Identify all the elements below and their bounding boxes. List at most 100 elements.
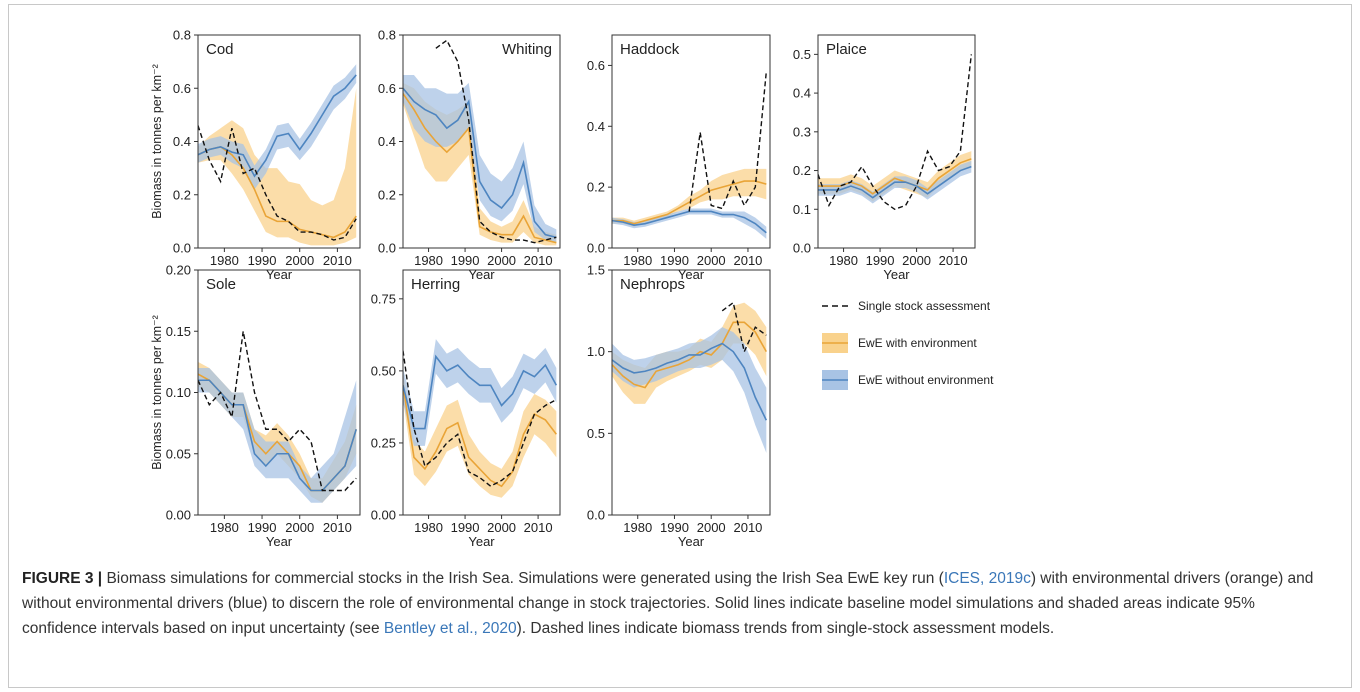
y-tick-label: 0.4	[173, 134, 191, 149]
y-tick-label: 0.8	[173, 28, 191, 43]
panel: 0.0 0.2 0.4 0.6 0.8 1980 1990 2000 2010 Year Bioma…	[150, 28, 361, 282]
confidence-band	[403, 74, 557, 243]
plot-frame	[611, 269, 771, 516]
caption: FIGURE 3 | Biomass simulations for comme…	[22, 566, 1332, 641]
y-tick-label: 0.0	[587, 508, 605, 523]
y-tick-label: 0.10	[166, 385, 191, 400]
x-tick-label: 1980	[414, 520, 443, 535]
y-tick-label: 0.4	[378, 134, 396, 149]
assessment-line	[818, 54, 973, 211]
y-tick-label: 0.0	[793, 241, 811, 256]
x-tick-label: 1980	[210, 253, 239, 268]
simulation-line	[403, 87, 557, 239]
y-tick-label: 0.8	[378, 28, 396, 43]
y-tick-label: 0.00	[371, 508, 396, 523]
panel: 0.0 0.2 0.4 0.6 1980 1990 2000 2010 Year Haddock	[587, 34, 771, 282]
citation-link[interactable]: Bentley et al., 2020	[383, 620, 517, 637]
panel-title: Sole	[206, 276, 236, 293]
x-tick-label: 1990	[451, 520, 480, 535]
assessment-line	[198, 331, 357, 492]
x-tick-label: 2010	[323, 253, 352, 268]
x-tick-label: 1990	[248, 520, 277, 535]
simulation-line	[403, 354, 558, 430]
panel: 0.00 0.05 0.10 0.15 0.20 1980 1990 2000 2010 Year…	[150, 263, 361, 549]
y-tick-label: 0.5	[793, 47, 811, 62]
simulation-line	[403, 93, 557, 244]
y-tick-label: 0.25	[371, 435, 396, 450]
x-tick-label: 1980	[829, 253, 858, 268]
panel: 0.00 0.25 0.50 0.75 1980 1990 2000 2010 Year Herr…	[371, 269, 561, 549]
y-tick-label: 0.2	[793, 163, 811, 178]
caption-text: Biomass simulations for commercial stock…	[102, 570, 944, 587]
y-tick-label: 0.0	[587, 241, 605, 256]
confidence-band	[403, 339, 557, 446]
simulation-line	[612, 180, 767, 225]
confidence-band	[198, 368, 357, 503]
legend-label: EwE with environment	[858, 336, 977, 350]
simulation-line	[198, 145, 357, 239]
plot-area	[198, 331, 357, 503]
x-tick-label: 1980	[623, 520, 652, 535]
confidence-band	[198, 88, 357, 246]
x-tick-label: 1990	[451, 253, 480, 268]
x-axis-label: Year	[883, 267, 910, 282]
plot-area	[612, 301, 768, 453]
simulation-line	[818, 165, 972, 199]
panel-title: Whiting	[502, 41, 552, 58]
y-tick-label: 0.5	[587, 426, 605, 441]
y-tick-label: 0.0	[173, 241, 191, 256]
x-tick-label: 1990	[660, 253, 689, 268]
confidence-band	[612, 208, 767, 239]
confidence-band	[612, 327, 767, 453]
x-tick-label: 2010	[323, 520, 352, 535]
x-tick-label: 2010	[733, 253, 762, 268]
panel-title: Haddock	[620, 41, 680, 58]
panel-title: Herring	[411, 276, 460, 293]
y-tick-label: 0.2	[173, 187, 191, 202]
y-tick-label: 0.0	[378, 241, 396, 256]
y-axis-label: Biomass in tonnes per km⁻²	[150, 315, 164, 470]
panel: 0.0 0.2 0.4 0.6 0.8 1980 1990 2000 2010 Year Whiti…	[378, 28, 561, 282]
panel: 0.0 0.1 0.2 0.3 0.4 0.5 1980 1990 2000 2010 Year Pl…	[793, 34, 976, 282]
legend-label: Single stock assessment	[858, 299, 991, 313]
y-axis-label: Biomass in tonnes per km⁻²	[150, 64, 164, 219]
y-tick-label: 0.50	[371, 363, 396, 378]
x-tick-label: 1990	[660, 520, 689, 535]
assessment-line	[721, 301, 767, 354]
x-tick-label: 2010	[524, 253, 553, 268]
plot-frame	[611, 34, 771, 249]
plot-area	[403, 339, 558, 498]
y-tick-label: 0.15	[166, 324, 191, 339]
plot-area	[612, 71, 768, 239]
x-axis-label: Year	[468, 534, 495, 549]
x-tick-label: 2000	[697, 253, 726, 268]
x-axis-label: Year	[678, 534, 705, 549]
x-tick-label: 2000	[697, 520, 726, 535]
x-tick-label: 2000	[285, 520, 314, 535]
simulation-line	[198, 74, 357, 178]
y-tick-label: 0.6	[173, 81, 191, 96]
confidence-band	[612, 168, 767, 227]
x-axis-label: Year	[266, 267, 293, 282]
y-tick-label: 0.75	[371, 291, 396, 306]
plot-frame	[402, 269, 561, 516]
y-tick-label: 0.4	[587, 119, 605, 134]
panel-title: Nephrops	[620, 276, 685, 293]
plot-frame	[817, 34, 976, 249]
x-axis-label: Year	[266, 534, 293, 549]
x-tick-label: 1980	[623, 253, 652, 268]
caption-text: ). Dashed lines indicate biomass trends …	[516, 620, 1055, 637]
caption-text: ) with environmental drivers (orange) an…	[22, 570, 1314, 637]
legend-label: EwE without environment	[858, 373, 994, 387]
figure: 0.0 0.2 0.4 0.6 0.8 1980 1990 2000 2010 Year Bioma…	[150, 28, 994, 550]
x-tick-label: 1990	[248, 253, 277, 268]
y-tick-label: 0.05	[166, 446, 191, 461]
y-tick-label: 0.2	[587, 180, 605, 195]
legend: Single stock assessment EwE with environm…	[822, 299, 994, 390]
y-tick-label: 1.0	[587, 344, 605, 359]
y-tick-label: 0.4	[793, 86, 811, 101]
x-tick-label: 2000	[285, 253, 314, 268]
citation-link[interactable]: ICES, 2019c	[943, 570, 1031, 587]
simulation-line	[612, 342, 768, 421]
